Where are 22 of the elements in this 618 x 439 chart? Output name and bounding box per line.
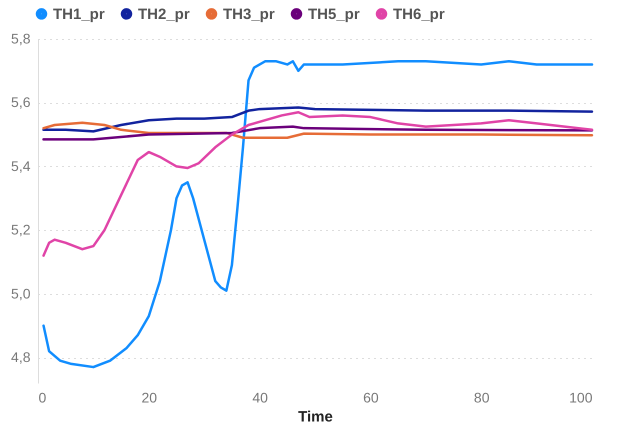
x-tick-label: 80 [474, 390, 490, 406]
legend-label: TH5_pr [308, 6, 360, 23]
x-tick-label: 100 [569, 390, 593, 406]
x-tick-label: 20 [142, 390, 158, 406]
line-series [42, 60, 594, 368]
y-tick-label: 5,0 [11, 285, 31, 302]
y-tick-label: 5,6 [11, 94, 31, 110]
x-tick-label: 60 [363, 390, 379, 406]
line-series [42, 111, 594, 257]
legend-label: TH3_pr [223, 6, 275, 23]
legend-label: TH1_pr [53, 6, 105, 23]
y-tick-label: 4,8 [11, 349, 31, 366]
y-tick-label: 5,2 [11, 222, 31, 238]
y-tick-label: 5,4 [11, 158, 31, 174]
legend-label: TH2_pr [138, 6, 190, 23]
legend-label: TH6_pr [393, 6, 445, 23]
x-axis-title: Time [298, 408, 333, 426]
y-tick-label: 5,8 [11, 30, 31, 46]
x-tick-label: 0 [38, 390, 46, 406]
x-tick-label: 40 [252, 390, 268, 406]
line-series [42, 125, 594, 141]
line-series [42, 106, 594, 133]
